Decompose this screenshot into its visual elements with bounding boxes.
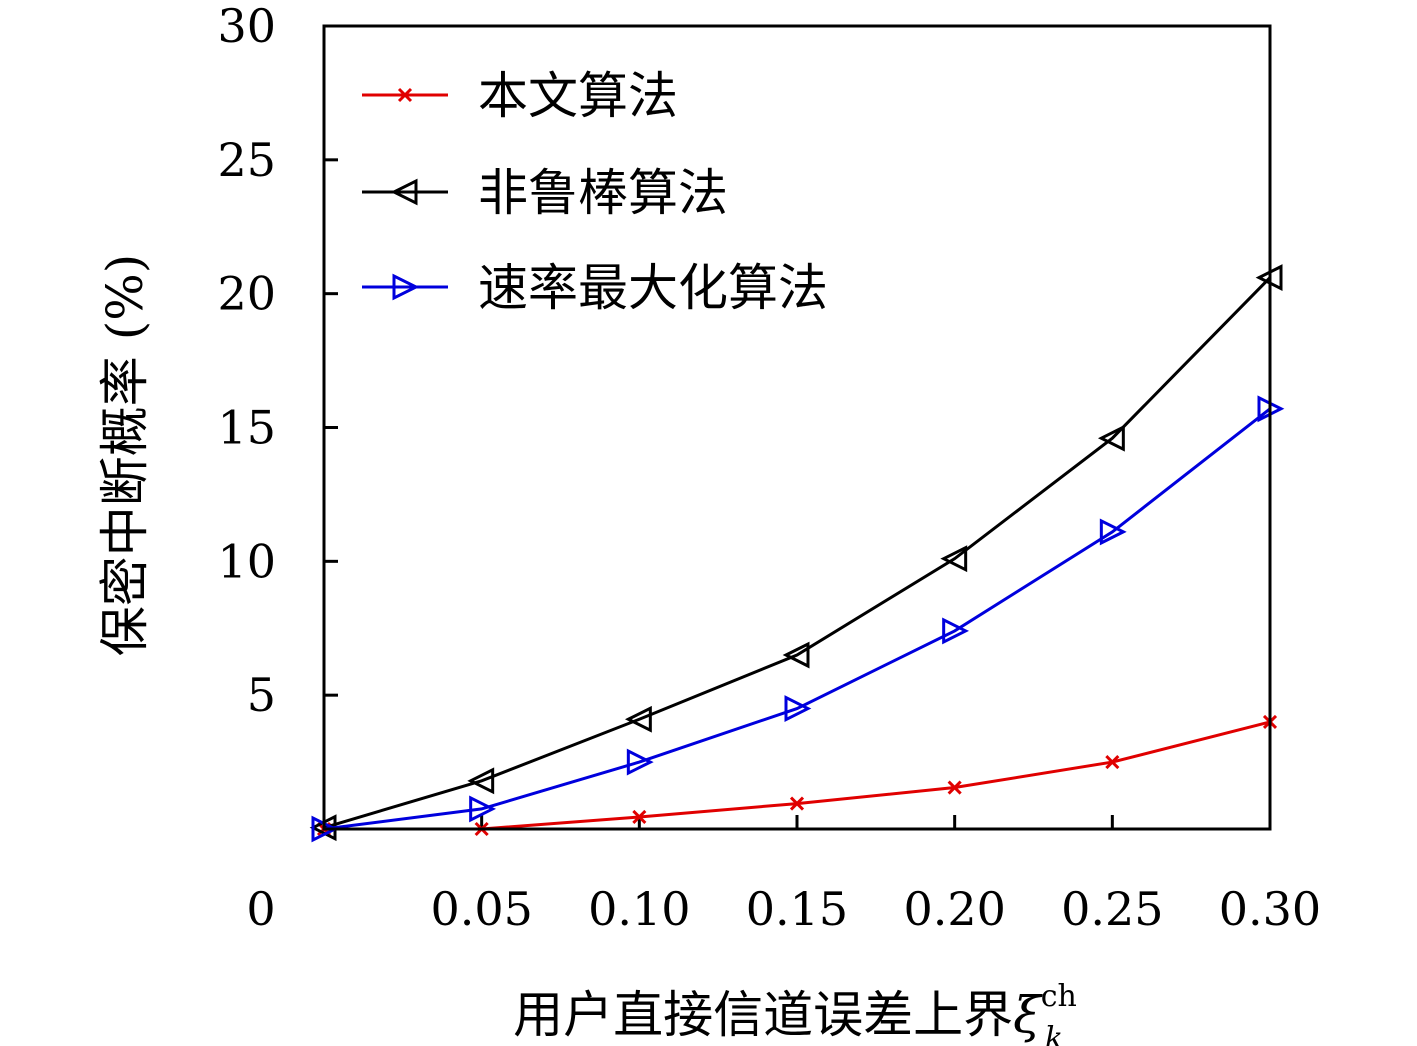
data-point-triangle-left-marker xyxy=(467,767,495,795)
y-tick-label: 15 xyxy=(217,401,276,455)
y-tick-label: 20 xyxy=(217,267,276,321)
legend-item: 速率最大化算法 xyxy=(362,259,828,317)
legend-item: 非鲁棒算法 xyxy=(362,164,728,222)
x-axis-title-superscript: ch xyxy=(1041,979,1077,1014)
data-point-triangle-left-marker xyxy=(782,641,810,669)
legend-label: 速率最大化算法 xyxy=(478,259,828,317)
data-point-triangle-right-marker xyxy=(469,795,497,823)
x-axis-ticks: 0 0.05 0.10 0.15 0.20 0.25 0.30 xyxy=(246,815,1321,936)
data-point-triangle-right-marker xyxy=(626,748,654,776)
data-point-x-marker xyxy=(632,809,647,825)
data-point-x-marker xyxy=(1105,755,1120,770)
legend-label: 非鲁棒算法 xyxy=(478,164,728,222)
x-axis-title-text: 用户直接信道误差上界 xyxy=(513,986,1013,1044)
data-point-triangle-left-marker xyxy=(624,705,652,733)
data-point-triangle-right-marker xyxy=(392,273,420,301)
data-point-triangle-left-marker xyxy=(390,178,418,206)
data-point-x-marker xyxy=(397,87,413,103)
data-point-triangle-right-marker xyxy=(942,617,970,645)
x-axis-title-symbol: ξ xyxy=(1013,986,1043,1044)
y-axis-title: 保密中断概率 (%) xyxy=(96,254,154,656)
series-layer xyxy=(309,264,1285,843)
data-point-triangle-left-marker xyxy=(1097,424,1125,452)
y-axis-ticks: 5 10 15 20 25 30 xyxy=(217,0,338,722)
y-tick-label: 5 xyxy=(247,668,276,722)
series-2 xyxy=(311,395,1285,843)
x-axis-title-subscript: k xyxy=(1045,1021,1063,1046)
y-tick-label: 10 xyxy=(217,534,276,588)
plot-frame xyxy=(322,24,1272,831)
x-tick-label: 0.10 xyxy=(588,882,690,936)
data-point-triangle-left-marker xyxy=(940,545,968,573)
series-line xyxy=(323,407,1271,831)
x-tick-label: 0.15 xyxy=(746,882,848,936)
x-tick-label: 0 xyxy=(246,882,275,936)
x-tick-label: 0.20 xyxy=(903,882,1005,936)
x-tick-label: 0.25 xyxy=(1061,882,1163,936)
legend-label: 本文算法 xyxy=(478,67,678,125)
series-line xyxy=(324,720,1271,831)
data-point-triangle-right-marker xyxy=(1099,518,1127,546)
x-axis-title: 用户直接信道误差上界ξch k xyxy=(513,979,1077,1046)
series-line xyxy=(323,276,1272,830)
legend-item: 本文算法 xyxy=(362,67,678,125)
data-point-triangle-right-marker xyxy=(784,695,812,722)
data-point-x-marker xyxy=(947,780,962,795)
x-tick-label: 0.05 xyxy=(430,882,532,936)
data-point-x-marker xyxy=(789,796,805,811)
x-tick-label: 0.30 xyxy=(1219,882,1321,936)
y-tick-label: 25 xyxy=(217,133,276,187)
y-tick-label: 30 xyxy=(217,0,276,53)
series-1 xyxy=(309,264,1283,842)
